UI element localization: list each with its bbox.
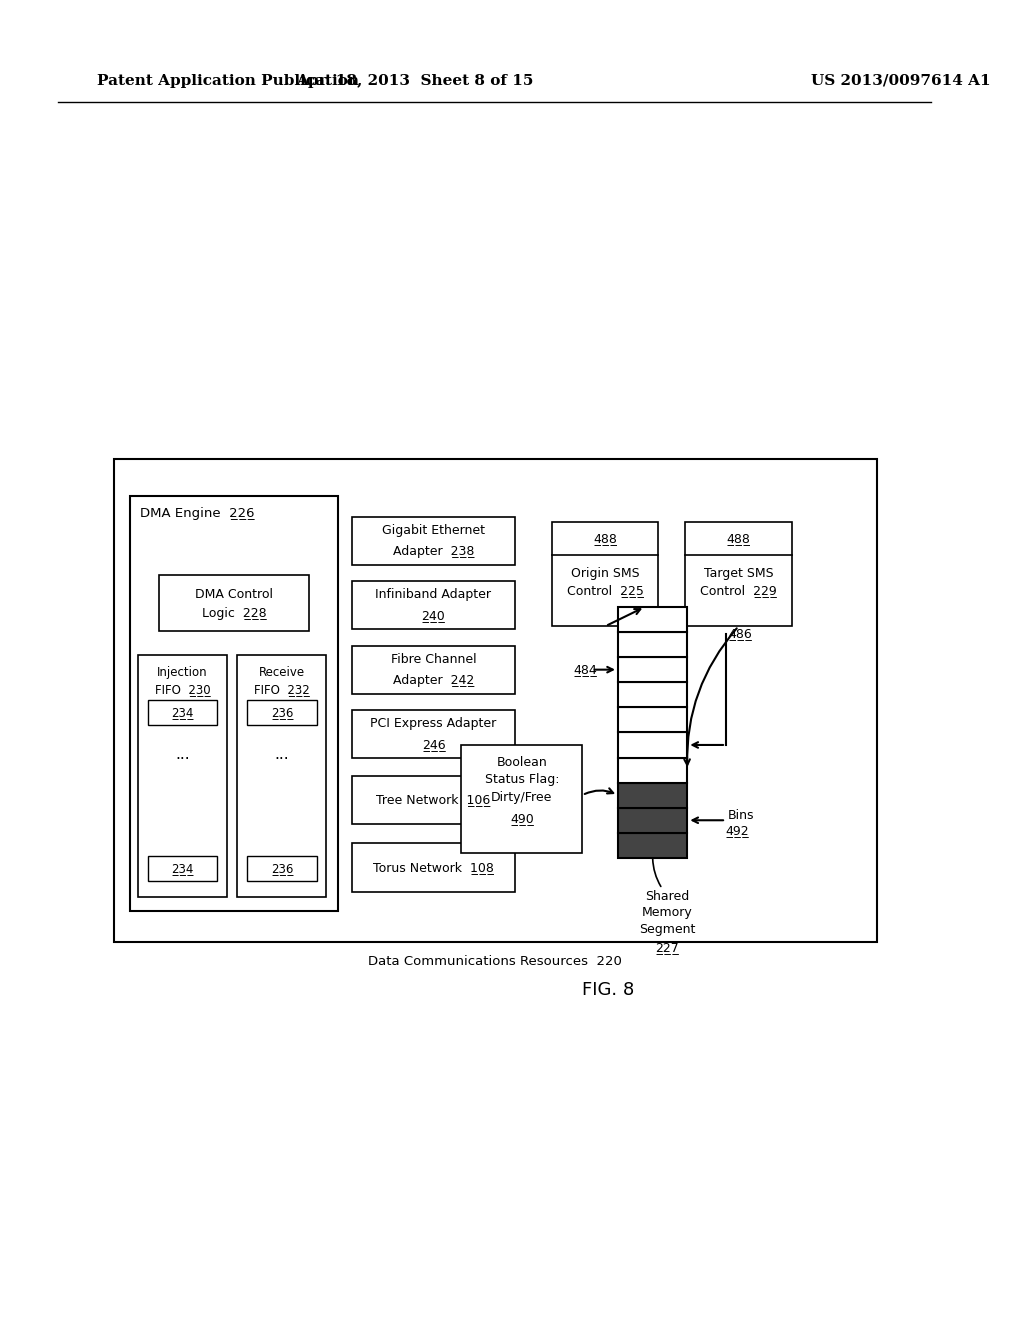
Text: 4̲8̲8̲: 4̲8̲8̲ bbox=[727, 532, 751, 545]
Text: 2̲3̲6̲: 2̲3̲6̲ bbox=[270, 706, 293, 718]
Bar bbox=[352, 710, 515, 759]
Text: FIFO  2̲3̲0̲: FIFO 2̲3̲0̲ bbox=[155, 684, 210, 697]
Bar bbox=[352, 517, 515, 565]
Bar bbox=[617, 833, 687, 858]
Text: Tree Network  1̲0̲6̲: Tree Network 1̲0̲6̲ bbox=[377, 793, 490, 807]
Text: 2̲2̲7̲: 2̲2̲7̲ bbox=[655, 941, 679, 954]
Text: Boolean: Boolean bbox=[497, 756, 547, 768]
Text: Logic  2̲2̲8̲: Logic 2̲2̲8̲ bbox=[202, 607, 266, 620]
Text: ...: ... bbox=[175, 747, 189, 762]
Bar bbox=[130, 496, 338, 911]
Text: Apr. 18, 2013  Sheet 8 of 15: Apr. 18, 2013 Sheet 8 of 15 bbox=[297, 74, 534, 87]
Text: Origin SMS: Origin SMS bbox=[571, 566, 640, 579]
Text: Status Flag:: Status Flag: bbox=[484, 774, 559, 787]
Text: Adapter  2̲4̲2̲: Adapter 2̲4̲2̲ bbox=[393, 673, 474, 686]
Text: Torus Network  1̲0̲8̲: Torus Network 1̲0̲8̲ bbox=[373, 861, 494, 874]
Bar bbox=[617, 682, 687, 708]
Text: 4̲8̲6̲: 4̲8̲6̲ bbox=[728, 627, 752, 640]
Bar bbox=[617, 708, 687, 733]
Bar bbox=[147, 700, 217, 725]
Text: 2̲3̲4̲: 2̲3̲4̲ bbox=[171, 862, 194, 875]
Bar bbox=[685, 521, 792, 626]
Text: DMA Control: DMA Control bbox=[196, 587, 273, 601]
Bar bbox=[147, 855, 217, 880]
Bar bbox=[138, 655, 227, 896]
Text: Gigabit Ethernet: Gigabit Ethernet bbox=[382, 524, 485, 537]
Text: Data Communications Resources  220: Data Communications Resources 220 bbox=[369, 954, 623, 968]
Text: Adapter  2̲3̲8̲: Adapter 2̲3̲8̲ bbox=[393, 545, 474, 558]
Text: Shared: Shared bbox=[645, 890, 689, 903]
Bar bbox=[617, 607, 687, 632]
Bar bbox=[617, 758, 687, 783]
Text: 2̲4̲0̲: 2̲4̲0̲ bbox=[422, 609, 445, 622]
Text: Patent Application Publication: Patent Application Publication bbox=[96, 74, 358, 87]
Bar bbox=[114, 459, 877, 942]
Text: 2̲3̲4̲: 2̲3̲4̲ bbox=[171, 706, 194, 718]
Bar bbox=[238, 655, 327, 896]
Text: Memory: Memory bbox=[642, 907, 692, 920]
Text: 4̲9̲0̲: 4̲9̲0̲ bbox=[510, 812, 534, 825]
Bar bbox=[462, 744, 583, 853]
Bar bbox=[552, 521, 658, 626]
Text: 4̲9̲2̲: 4̲9̲2̲ bbox=[725, 825, 749, 837]
Text: Target SMS: Target SMS bbox=[703, 566, 773, 579]
Text: Dirty/Free: Dirty/Free bbox=[492, 791, 553, 804]
Text: Fibre Channel: Fibre Channel bbox=[391, 652, 476, 665]
Text: Infiniband Adapter: Infiniband Adapter bbox=[376, 587, 492, 601]
Text: FIG. 8: FIG. 8 bbox=[582, 981, 634, 999]
Text: 2̲4̲6̲: 2̲4̲6̲ bbox=[422, 738, 445, 751]
Bar bbox=[617, 733, 687, 758]
Text: FIFO  2̲3̲2̲: FIFO 2̲3̲2̲ bbox=[254, 684, 310, 697]
Bar bbox=[352, 645, 515, 694]
Text: Bins: Bins bbox=[728, 809, 755, 822]
Bar bbox=[352, 843, 515, 892]
Bar bbox=[617, 632, 687, 657]
Text: PCI Express Adapter: PCI Express Adapter bbox=[371, 717, 497, 730]
Text: DMA Engine  2̲2̲6̲: DMA Engine 2̲2̲6̲ bbox=[140, 507, 255, 520]
Text: US 2013/0097614 A1: US 2013/0097614 A1 bbox=[811, 74, 990, 87]
Text: ...: ... bbox=[274, 747, 289, 762]
Text: 2̲3̲6̲: 2̲3̲6̲ bbox=[270, 862, 293, 875]
Text: Receive: Receive bbox=[259, 667, 305, 678]
Bar bbox=[617, 783, 687, 808]
Bar bbox=[247, 855, 316, 880]
Text: Injection: Injection bbox=[157, 667, 208, 678]
Bar bbox=[617, 657, 687, 682]
Text: 4̲8̲8̲: 4̲8̲8̲ bbox=[593, 532, 617, 545]
Bar bbox=[352, 776, 515, 824]
Bar bbox=[247, 700, 316, 725]
Bar bbox=[160, 576, 309, 631]
Bar bbox=[352, 581, 515, 630]
Text: 4̲8̲4̲: 4̲8̲4̲ bbox=[572, 663, 597, 676]
Text: Segment: Segment bbox=[639, 923, 695, 936]
Bar bbox=[617, 808, 687, 833]
Text: Control  2̲2̲5̲: Control 2̲2̲5̲ bbox=[567, 583, 644, 597]
Text: Control  2̲2̲9̲: Control 2̲2̲9̲ bbox=[700, 583, 777, 597]
